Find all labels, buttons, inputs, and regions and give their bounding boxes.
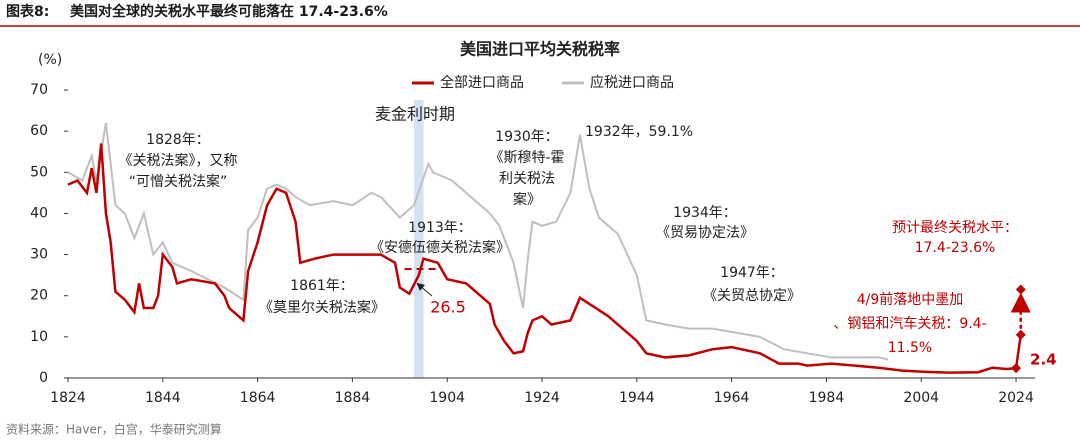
y-tick-label: 0 (39, 370, 48, 386)
forecast-marker (1011, 363, 1022, 374)
x-tick-label: 1884 (335, 390, 371, 406)
annotation: 1930年： (495, 129, 559, 145)
y-unit: (%) (38, 52, 62, 68)
annotation: 11.5% (888, 340, 932, 356)
x-tick-label: 1924 (524, 390, 560, 406)
reference-arrow (416, 282, 433, 297)
y-tick-label: 70 (30, 82, 48, 98)
annotation: 1861年： (290, 278, 354, 294)
annotation: 1913年： (408, 220, 472, 236)
annotation: 4/9前落地中墨加 (857, 291, 964, 308)
annotation: 利关税法 (499, 171, 555, 187)
annotation: 17.4-23.6% (915, 240, 996, 256)
forecast-link (1014, 334, 1023, 369)
forecast-marker (1015, 284, 1026, 295)
annotation: 预计最终关税水平： (892, 220, 1018, 236)
annotation: “可憎关税法案” (129, 173, 228, 190)
forecast-marker (1015, 329, 1026, 340)
value-label: 2.4 (1030, 351, 1057, 369)
legend-label: 全部进口商品 (440, 74, 524, 91)
reference-label: 26.5 (430, 298, 466, 317)
x-tick-label: 1864 (240, 390, 276, 406)
x-tick-label: 1964 (714, 390, 750, 406)
annotation: 案》 (513, 191, 541, 208)
x-tick-label: 1824 (50, 390, 86, 406)
x-tick-label: 1944 (619, 390, 655, 406)
annotation: 《贸易协定法》 (656, 225, 754, 241)
annotation: 1932年，59.1% (585, 124, 693, 140)
y-tick-label: 20 (30, 288, 48, 304)
annotation: 1934年： (673, 205, 737, 221)
annotation: 《莫里尔关税法案》 (259, 299, 385, 316)
y-tick-label: 40 (30, 205, 48, 221)
legend-label: 应税进口商品 (590, 74, 674, 91)
x-tick-label: 2004 (903, 390, 939, 406)
annotation: 《关贸总协定》 (703, 288, 801, 304)
headline: 美国对全球的关税水平最终可能落在 17.4-23.6% (70, 3, 388, 20)
annotation: 1947年： (720, 265, 784, 281)
y-tick-label: 50 (30, 164, 48, 180)
x-tick-label: 1904 (429, 390, 465, 406)
x-tick-label: 1844 (145, 390, 181, 406)
annotation: 、钢铝和汽车关税：9.4- (833, 315, 986, 332)
y-tick-label: 30 (30, 247, 48, 263)
y-tick-label: 10 (30, 329, 48, 345)
series-line (67, 143, 1017, 374)
figure-label: 图表8: (6, 3, 49, 20)
shaded-region (414, 100, 424, 378)
annotation: 《安德伍德关税法案》 (370, 239, 510, 256)
annotation: 1828年： (146, 132, 210, 148)
x-tick-label: 1984 (809, 390, 845, 406)
y-tick-label: 60 (30, 123, 48, 139)
source: 资料来源：Haver，白宫，华泰研究测算 (6, 422, 222, 437)
x-tick-label: 2024 (998, 390, 1034, 406)
annotation: 《斯穆特-霍 (489, 150, 564, 166)
series-line (67, 122, 889, 361)
chart-title: 美国进口平均关税税率 (460, 40, 620, 59)
shaded-label: 麦金利时期 (375, 105, 455, 124)
annotation: 《关税法案》，又称 (119, 152, 238, 169)
